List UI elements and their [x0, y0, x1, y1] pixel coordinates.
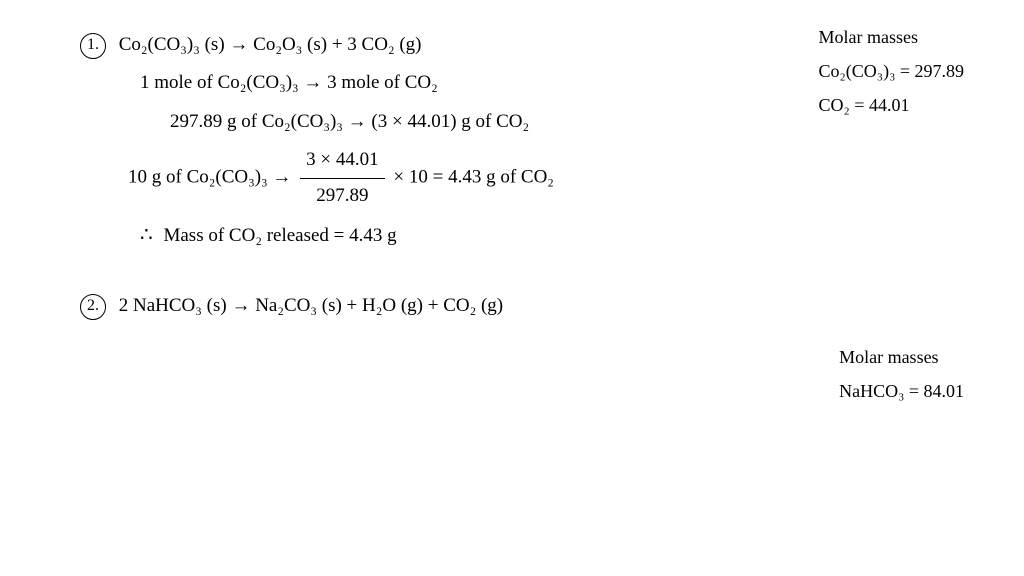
problem-1-line3: 10 g of Co₂(CO₃)₃ → 3 × 44.01 297.89 × 1… [128, 145, 944, 211]
molar-mass-nahco3: NaHCO₃ = 84.01 [839, 374, 964, 408]
molar-mass-co2co3: Co₂(CO₃)₃ = 297.89 [819, 54, 964, 88]
molar-masses-title: Molar masses [819, 20, 964, 54]
problem-2: 2. 2 NaHCO₃ (s) → Na₂CO₃ (s) + H₂O (g) +… [80, 291, 944, 321]
problem-1-conclusion: ∴ Mass of CO₂ released = 4.43 g [140, 219, 944, 251]
molar-mass-co2: CO₂ = 44.01 [819, 88, 964, 122]
therefore-symbol: ∴ [140, 224, 153, 246]
problem-1-number: 1. [80, 33, 106, 59]
fraction: 3 × 44.01 297.89 [300, 145, 384, 211]
problem-2-equation: 2 NaHCO₃ (s) → Na₂CO₃ (s) + H₂O (g) + CO… [119, 295, 503, 316]
molar-masses-box-1: Molar masses Co₂(CO₃)₃ = 297.89 CO₂ = 44… [819, 20, 964, 123]
problem-1-equation: Co₂(CO₃)₃ (s) → Co₂O₃ (s) + 3 CO₂ (g) [119, 34, 422, 55]
problem-2-equation-line: 2. 2 NaHCO₃ (s) → Na₂CO₃ (s) + H₂O (g) +… [80, 291, 944, 321]
problem-1-equation-line: 1. Co₂(CO₃)₃ (s) → Co₂O₃ (s) + 3 CO₂ (g) [80, 30, 944, 60]
molar-masses-box-2: Molar masses NaHCO₃ = 84.01 [839, 340, 964, 408]
conclusion-text: Mass of CO₂ released = 4.43 g [163, 225, 396, 246]
line3-prefix: 10 g of Co₂(CO₃)₃ → [128, 166, 296, 187]
line3-suffix: × 10 = 4.43 g of CO₂ [393, 166, 554, 187]
fraction-denominator: 297.89 [300, 179, 384, 211]
problem-2-number: 2. [80, 294, 106, 320]
problem-1: 1. Co₂(CO₃)₃ (s) → Co₂O₃ (s) + 3 CO₂ (g)… [80, 30, 944, 251]
molar-masses-title-2: Molar masses [839, 340, 964, 374]
fraction-numerator: 3 × 44.01 [300, 145, 384, 178]
